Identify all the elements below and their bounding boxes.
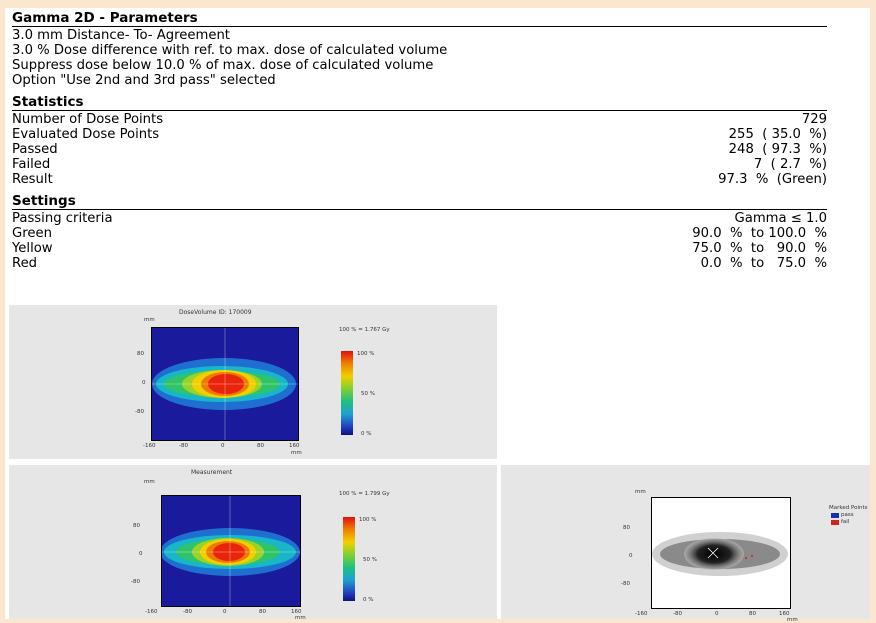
x-tick: 80 [749,611,756,617]
parameter-line: 3.0 % Dose difference with ref. to max. … [12,43,827,58]
colorbar-label: 100 % [357,351,374,357]
legend-label: pass [841,512,854,518]
setting-row: Passing criteria Gamma ≤ 1.0 [12,211,827,226]
x-tick: 0 [223,609,227,615]
measurement-map-image [162,496,300,606]
setting-value: 0.0 % to 75.0 % [701,256,827,271]
normalization-label: 100 % = 1.767 Gy [339,327,390,333]
report-page: Gamma 2D - Parameters 3.0 mm Distance- T… [5,8,870,619]
dose-colorbar [341,351,353,435]
x-tick: -160 [635,611,647,617]
y-unit: mm [144,479,155,485]
y-tick: 0 [142,380,146,386]
y-tick: 0 [139,551,143,557]
stat-row: Number of Dose Points 729 [12,112,827,127]
statistics-heading: Statistics [12,95,827,111]
parameter-line: Suppress dose below 10.0 % of max. dose … [12,58,827,73]
stat-label: Number of Dose Points [12,112,163,127]
panel-title: DoseVolume ID: 170009 [179,309,252,316]
colorbar-label: 0 % [361,431,371,437]
colorbar-label: 100 % [359,517,376,523]
calculated-dose-panel: DoseVolume ID: 170009 mm 100 % = 1.767 G… [9,305,497,459]
stat-row: Evaluated Dose Points 255 ( 35.0 %) [12,127,827,142]
setting-value: Gamma ≤ 1.0 [735,211,827,226]
x-unit: mm [295,615,306,621]
setting-value: 90.0 % to 100.0 % [692,226,827,241]
setting-row: Red 0.0 % to 75.0 % [12,256,827,271]
y-tick: -80 [621,581,630,587]
stat-label: Evaluated Dose Points [12,127,159,142]
x-tick: -160 [143,443,155,449]
x-tick: -160 [145,609,157,615]
setting-value: 75.0 % to 90.0 % [692,241,827,256]
legend-title: Marked Points [829,505,868,511]
x-tick: -80 [179,443,188,449]
gamma-panel: mm 80 0 -80 [501,465,870,619]
y-tick: 80 [133,523,140,529]
stat-value: 97.3 % (Green) [718,172,827,187]
y-tick: 80 [623,525,630,531]
x-tick: 0 [715,611,719,617]
x-tick: 80 [259,609,266,615]
stat-value: 248 ( 97.3 %) [729,142,827,157]
stat-row: Result 97.3 % (Green) [12,172,827,187]
normalization-label: 100 % = 1.799 Gy [339,491,390,497]
x-unit: mm [787,617,798,623]
setting-row: Yellow 75.0 % to 90.0 % [12,241,827,256]
parameter-line: 3.0 mm Distance- To- Agreement [12,28,827,43]
y-unit: mm [635,489,646,495]
x-tick: 80 [257,443,264,449]
stat-row: Failed 7 ( 2.7 %) [12,157,827,172]
gamma-map-image [652,498,790,608]
measurement-colorbar [343,517,355,601]
y-tick: 80 [137,351,144,357]
stat-value: 255 ( 35.0 %) [729,127,827,142]
stat-label: Failed [12,157,50,172]
setting-label: Red [12,256,37,271]
stat-value: 729 [802,112,827,127]
legend-label: fail [841,519,849,525]
x-tick: -80 [673,611,682,617]
panel-title: Measurement [191,469,232,476]
colorbar-label: 0 % [363,597,373,603]
stat-row: Passed 248 ( 97.3 %) [12,142,827,157]
dose-map-image [152,328,298,440]
y-tick: 0 [629,553,633,559]
x-tick: 160 [289,443,300,449]
setting-label: Yellow [12,241,53,256]
gamma-map [651,497,791,609]
y-tick: -80 [135,409,144,415]
setting-label: Green [12,226,52,241]
measurement-panel: Measurement mm 100 % = 1.799 Gy 80 0 -80… [9,465,497,619]
dose-map [151,327,299,441]
x-unit: mm [291,450,302,456]
setting-row: Green 90.0 % to 100.0 % [12,226,827,241]
colorbar-label: 50 % [363,557,377,563]
gamma-report: Gamma 2D - Parameters 3.0 mm Distance- T… [12,11,827,271]
y-unit: mm [144,317,155,323]
parameters-heading: Gamma 2D - Parameters [12,11,827,27]
colorbar-label: 50 % [361,391,375,397]
parameter-line: Option "Use 2nd and 3rd pass" selected [12,73,827,88]
legend-swatch-fail [831,520,839,525]
stat-label: Passed [12,142,58,157]
legend-swatch-pass [831,513,839,518]
x-tick: 0 [221,443,225,449]
measurement-map [161,495,301,607]
stat-value: 7 ( 2.7 %) [754,157,827,172]
setting-label: Passing criteria [12,211,113,226]
y-tick: -80 [131,579,140,585]
settings-heading: Settings [12,194,827,210]
x-tick: -80 [183,609,192,615]
stat-label: Result [12,172,53,187]
